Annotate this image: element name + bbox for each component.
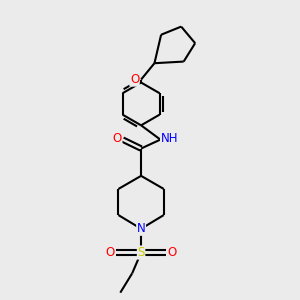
Text: O: O — [113, 132, 122, 145]
Text: NH: NH — [160, 132, 178, 145]
Text: O: O — [168, 246, 177, 259]
Text: O: O — [105, 246, 115, 259]
Text: N: N — [137, 222, 146, 235]
Text: O: O — [130, 73, 139, 86]
Text: S: S — [137, 246, 145, 259]
